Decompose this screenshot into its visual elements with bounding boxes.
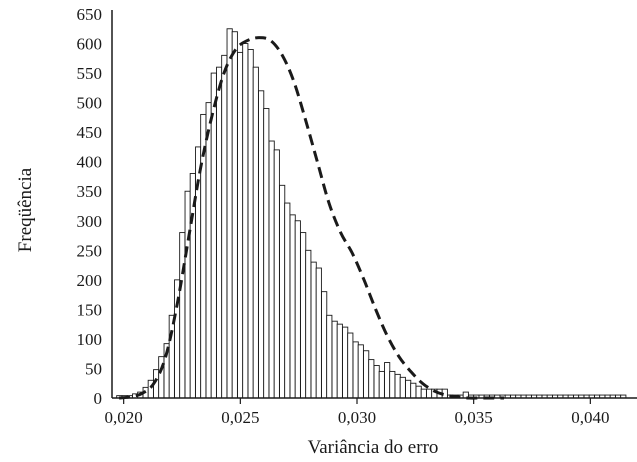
y-tick-label: 50 <box>85 359 102 378</box>
histogram-bar <box>226 28 233 399</box>
y-tick-label: 0 <box>94 389 103 408</box>
x-tick-label: 0,030 <box>338 408 376 427</box>
histogram-bar <box>357 344 364 399</box>
histogram-bar <box>394 373 401 399</box>
x-tick-label: 0,025 <box>221 408 259 427</box>
histogram-bars <box>116 28 627 399</box>
y-axis-ticks: 0 50 100 150 200 250 300 350 400 450 500 550 600 650 <box>77 5 103 408</box>
histogram-bar <box>315 267 322 399</box>
y-tick-label: 450 <box>77 123 103 142</box>
histogram-bar <box>284 202 291 399</box>
histogram-bar <box>268 140 275 399</box>
histogram-bar <box>326 314 333 399</box>
y-tick-label: 600 <box>77 35 103 54</box>
y-tick-label: 500 <box>77 94 103 113</box>
histogram-bar <box>373 365 380 399</box>
x-tick-label: 0,035 <box>455 408 493 427</box>
histogram-bar <box>342 326 349 399</box>
histogram-bar <box>399 376 406 399</box>
x-axis-ticks: 0,020 0,025 0,030 0,035 0,040 <box>105 398 609 427</box>
histogram-bar <box>294 220 301 399</box>
y-tick-label: 100 <box>77 330 103 349</box>
histogram-bar <box>363 350 370 399</box>
x-axis-title: Variância do erro <box>308 437 439 458</box>
histogram-bar <box>189 173 196 399</box>
histogram-bar <box>221 54 228 399</box>
y-tick-label: 150 <box>77 300 103 319</box>
x-tick-label: 0,020 <box>105 408 143 427</box>
histogram-bar <box>415 385 422 399</box>
y-axis-title: Freqüência <box>15 167 36 252</box>
histogram-bar <box>305 249 312 399</box>
histogram-bar <box>321 291 328 399</box>
histogram-bar <box>258 90 265 399</box>
histogram-bar <box>347 332 354 399</box>
histogram-bar <box>352 341 359 399</box>
histogram-bar <box>237 51 244 399</box>
histogram-bar <box>158 356 165 399</box>
x-tick-label: 0,040 <box>571 408 609 427</box>
histogram-bar <box>300 232 307 399</box>
histogram-bar <box>273 149 280 399</box>
histogram-bar <box>200 113 207 399</box>
histogram-bar <box>331 320 338 399</box>
histogram-bar <box>378 370 385 399</box>
histogram-bar <box>168 314 175 399</box>
histogram-bar <box>405 379 412 399</box>
histogram-bar <box>426 388 433 399</box>
histogram-bar <box>242 43 249 399</box>
histogram-bar <box>336 323 343 399</box>
histogram-bar <box>389 370 396 399</box>
y-tick-label: 400 <box>77 153 103 172</box>
histogram-bar <box>216 66 223 399</box>
histogram-bar <box>384 362 391 399</box>
histogram-bar <box>289 214 296 399</box>
histogram-bar <box>420 388 427 399</box>
histogram-bar <box>310 261 317 399</box>
y-tick-label: 250 <box>77 241 103 260</box>
y-tick-label: 350 <box>77 182 103 201</box>
histogram-bar <box>263 108 270 399</box>
histogram-bar <box>231 31 238 399</box>
y-tick-label: 550 <box>77 64 103 83</box>
fitted-curve <box>118 36 504 400</box>
y-tick-label: 300 <box>77 212 103 231</box>
histogram-bar <box>368 359 375 399</box>
histogram-bar <box>410 382 417 399</box>
histogram-bar <box>179 232 186 399</box>
histogram-bar <box>279 184 286 399</box>
y-tick-label: 650 <box>77 5 103 24</box>
histogram-bar <box>184 190 191 399</box>
histogram-bar <box>252 66 259 399</box>
y-tick-label: 200 <box>77 271 103 290</box>
histogram-bar <box>247 49 254 399</box>
histogram-bar <box>205 102 212 399</box>
